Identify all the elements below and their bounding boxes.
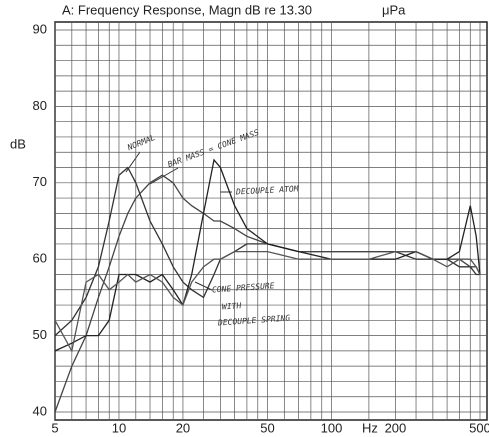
y-tick-label: 50 [33, 327, 47, 342]
x-tick-label: 5 [51, 420, 58, 435]
annotation: DECOUPLE ATOM [235, 184, 300, 196]
y-tick-label: 80 [33, 98, 47, 113]
y-tick-label: 60 [33, 251, 47, 266]
annotation: NORMAL [125, 133, 156, 153]
x-tick-label: 50 [260, 420, 274, 435]
x-tick-label: 100 [321, 420, 343, 435]
chart-title: A: Frequency Response, Magn dB re 13.30 [62, 2, 312, 17]
y-tick-label: 40 [33, 403, 47, 418]
y-tick-label: 90 [33, 21, 47, 36]
series-line [54, 250, 481, 353]
annotation: DECOUPLE SPRING [217, 313, 291, 327]
chart-subtitle: μPa [382, 2, 406, 17]
y-tick-label: 70 [33, 174, 47, 189]
x-axis-label: Hz [362, 420, 378, 435]
x-tick-label: 10 [112, 420, 126, 435]
series-line [54, 158, 481, 352]
x-tick-label: 20 [176, 420, 190, 435]
x-tick-label: 200 [385, 420, 407, 435]
plot-frame [54, 21, 488, 421]
x-tick-label: 500 [469, 420, 489, 435]
annotation: WITH [222, 301, 242, 311]
annotation: CONE PRESSURE [212, 281, 275, 294]
y-axis-label: dB [10, 136, 26, 151]
